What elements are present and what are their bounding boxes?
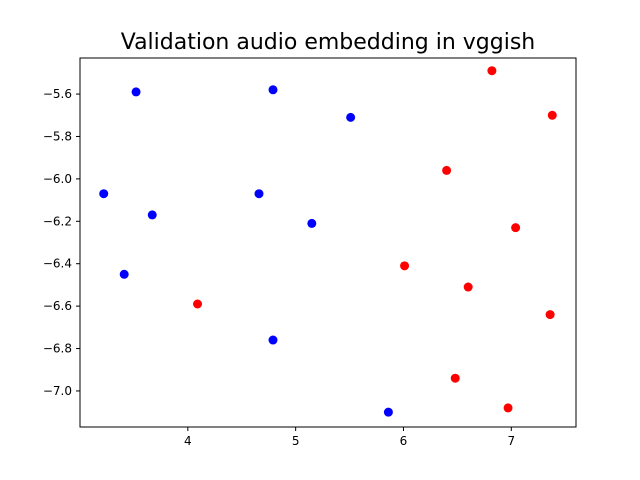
y-tick-label: −5.8	[43, 129, 72, 143]
y-tick-label: −6.2	[43, 214, 72, 228]
y-tick-label: −6.6	[43, 299, 72, 313]
x-axis: 4 5 6 7	[184, 427, 515, 448]
y-tick-label: −5.6	[43, 87, 72, 101]
data-point	[307, 218, 317, 228]
x-tick-label: 4	[184, 434, 192, 448]
data-point	[547, 110, 557, 120]
data-point	[503, 403, 513, 413]
y-axis: −5.6 −5.8 −6.0 −6.2 −6.4 −6.6 −6.8 −7.0	[43, 87, 80, 398]
x-tick-label: 5	[292, 434, 300, 448]
data-point	[147, 210, 157, 220]
data-point	[193, 299, 203, 309]
data-point	[268, 85, 278, 95]
y-tick-label: −6.0	[43, 172, 72, 186]
y-tick-label: −6.4	[43, 257, 72, 271]
data-point	[383, 407, 393, 417]
data-point	[131, 87, 141, 97]
data-point	[511, 223, 521, 233]
y-tick-label: −6.8	[43, 342, 72, 356]
data-point	[487, 66, 497, 76]
y-tick-label: −7.0	[43, 384, 72, 398]
data-point	[268, 335, 278, 345]
x-tick-label: 7	[507, 434, 515, 448]
chart-title: Validation audio embedding in vggish	[121, 30, 536, 55]
data-point	[99, 189, 109, 199]
data-point	[400, 261, 410, 271]
data-points	[99, 66, 557, 417]
data-point	[463, 282, 473, 292]
data-point	[450, 373, 460, 383]
data-point	[545, 310, 555, 320]
data-point	[254, 189, 264, 199]
plot-area-frame	[79, 57, 577, 428]
data-point	[119, 269, 129, 279]
data-point	[346, 112, 356, 122]
data-point	[442, 165, 452, 175]
x-tick-label: 6	[400, 434, 408, 448]
